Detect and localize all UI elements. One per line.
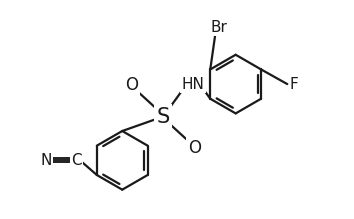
Text: O: O — [188, 139, 201, 157]
Text: O: O — [126, 76, 138, 94]
Text: HN: HN — [181, 77, 204, 92]
Text: F: F — [290, 77, 299, 92]
Text: S: S — [157, 106, 170, 127]
Text: N: N — [40, 153, 52, 168]
Text: C: C — [71, 153, 81, 168]
Text: Br: Br — [210, 20, 227, 35]
